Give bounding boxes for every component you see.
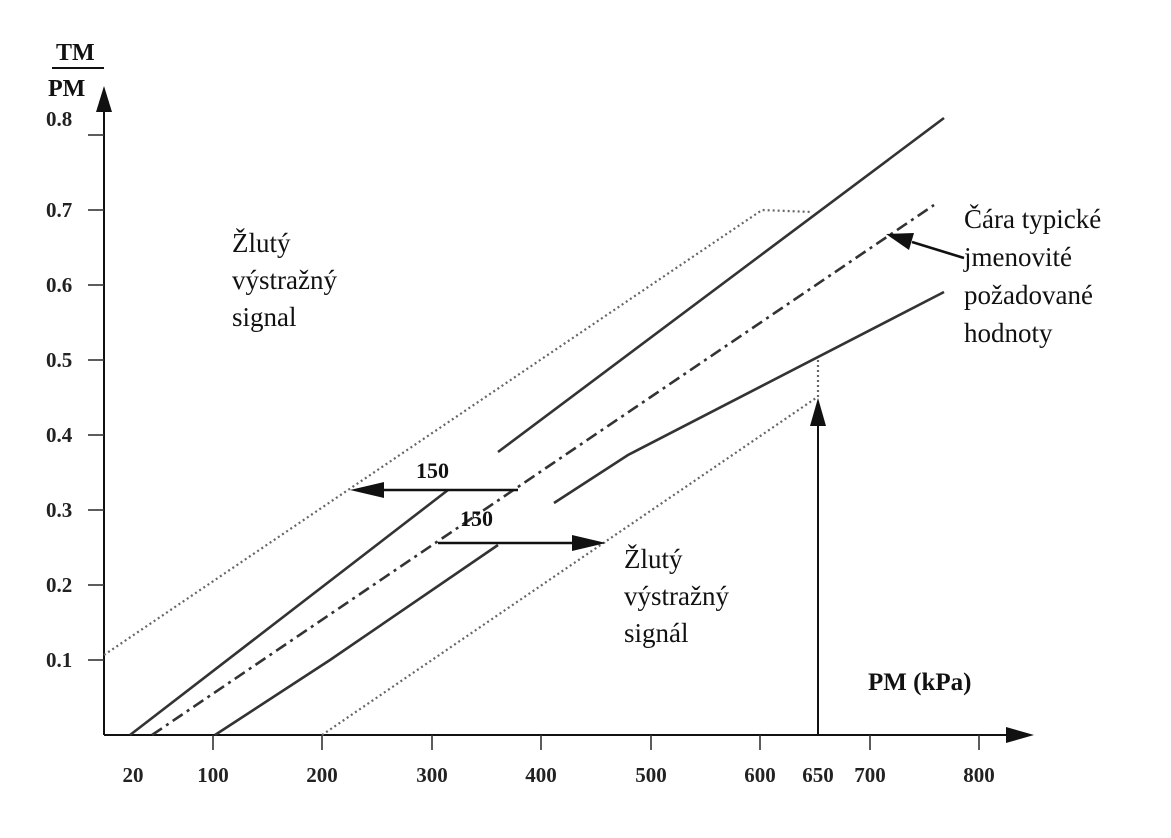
x-tick-marks [212,735,980,750]
x-tick-label: 700 [854,763,886,787]
offset-arrow-lower-head [572,535,606,551]
x-tick-label: 800 [963,763,995,787]
upper-tolerance-line-high [497,116,945,454]
svg-text:výstražný: výstražný [624,581,729,611]
y-tick-label: 0.6 [46,273,72,297]
svg-text:Žlutý: Žlutý [624,544,683,574]
marker-650-arrow-head [810,398,826,426]
svg-text:Žlutý: Žlutý [232,228,291,258]
lower-tolerance-line-low [214,543,499,737]
x-axis-title: PM (kPa) [868,669,971,696]
y-axis-title: TM PM [48,40,104,102]
upper-warning-annotation: Žlutý výstražný signal [232,228,337,332]
x-tick-label: 600 [744,763,776,787]
nominal-pointer-arrow [911,240,965,260]
x-tick-label: 100 [197,763,229,787]
x-axis-arrowhead [1006,727,1034,743]
y-tick-label: 0.8 [46,107,72,131]
y-tick-label: 0.7 [46,198,72,222]
nominal-pointer-arrow-head [886,233,914,250]
x-tick-label: 650 [802,763,834,787]
y-tick-label: 0.5 [46,348,72,372]
lower-tolerance-line-high [553,290,945,505]
y-tick-label: 0.1 [46,648,72,672]
offset-label-lower: 150 [460,506,493,531]
y-tick-marks [88,134,104,661]
x-tick-label: 200 [306,763,338,787]
svg-text:jmenovité: jmenovité [963,242,1072,272]
svg-text:TM: TM [56,40,95,66]
svg-text:hodnoty: hodnoty [964,318,1053,348]
offset-label-upper: 150 [416,458,449,483]
y-tick-label: 0.4 [46,423,73,447]
svg-text:Čára typické: Čára typické [964,204,1101,234]
y-tick-label: 0.2 [46,573,72,597]
lower-warning-annotation: Žlutý výstražný signál [624,544,729,648]
nominal-line-annotation: Čára typické jmenovité požadované hodnot… [963,204,1101,348]
y-tick-label: 0.3 [46,498,72,522]
svg-text:PM: PM [48,76,85,102]
x-tick-label: 500 [635,763,667,787]
svg-text:požadované: požadované [964,280,1093,310]
nominal-line [151,203,935,737]
offset-arrow-upper-head [350,482,384,498]
x-tick-label: 20 [123,763,144,787]
y-axis-arrowhead [96,86,112,112]
svg-text:výstražný: výstražný [232,265,337,295]
svg-text:signál: signál [624,618,689,648]
lower-warning-line [321,397,817,736]
x-tick-label: 400 [525,763,557,787]
svg-text:signal: signal [232,302,297,332]
upper-tolerance-line-low [129,488,449,737]
x-tick-label: 300 [416,763,448,787]
